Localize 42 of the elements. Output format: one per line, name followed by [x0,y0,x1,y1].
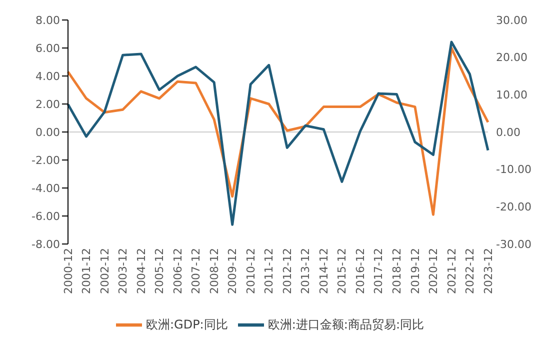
x-tick-label: 2015-12 [336,248,349,294]
y-tick-label: 0.00 [36,126,60,139]
x-tick-label: 2017-12 [372,248,386,294]
y2-tick-label: 0.00 [496,126,520,139]
y-tick-label: 4.00 [36,70,60,83]
y2-tick-label: -10.00 [496,163,532,176]
y2-tick-label: 10.00 [496,88,528,102]
x-tick-label: 2010-12 [244,248,258,294]
x-tick-label: 2006-12 [171,248,184,294]
legend-label: 欧洲:GDP:同比 [146,317,228,332]
legend-label: 欧洲:进口金额:商品贸易:同比 [268,317,424,332]
x-tick-label: 2014-12 [317,248,330,294]
x-tick-label: 2021-12 [445,248,458,294]
y-tick-label: 8.00 [36,14,60,27]
y-tick-label: -2.00 [32,154,60,167]
x-tick-label: 2016-12 [354,248,367,294]
x-tick-label: 2020-12 [427,248,440,294]
y-tick-label: 2.00 [36,98,60,111]
x-tick-label: 2007-12 [190,248,203,294]
x-tick-label: 2013-12 [299,248,312,294]
x-tick-label: 2000-12 [62,248,75,294]
x-tick-label: 2019-12 [408,248,422,294]
y2-tick-label: -30.00 [496,238,532,251]
x-tick-label: 2009-12 [226,248,240,294]
x-tick-label: 2001-12 [80,248,94,294]
y-tick-label: -8.00 [32,238,60,251]
y-tick-label: -4.00 [32,182,60,195]
x-tick-label: 2008-12 [208,248,221,294]
x-tick-label: 2004-12 [134,248,148,294]
y-tick-label: -6.00 [32,210,60,223]
y-tick-label: 6.00 [36,42,60,55]
x-tick-label: 2022-12 [464,248,477,294]
y2-tick-label: 30.00 [496,14,528,27]
x-tick-label: 2005-12 [153,248,166,294]
x-tick-label: 2011-12 [262,248,276,294]
x-tick-label: 2018-12 [390,248,404,294]
y2-tick-label: 20.00 [496,51,528,64]
x-tick-label: 2003-12 [116,248,130,294]
y2-tick-label: -20.00 [496,200,532,214]
x-tick-label: 2012-12 [280,248,294,294]
x-tick-label: 2023-12 [482,248,495,294]
x-tick-label: 2002-12 [98,248,112,294]
